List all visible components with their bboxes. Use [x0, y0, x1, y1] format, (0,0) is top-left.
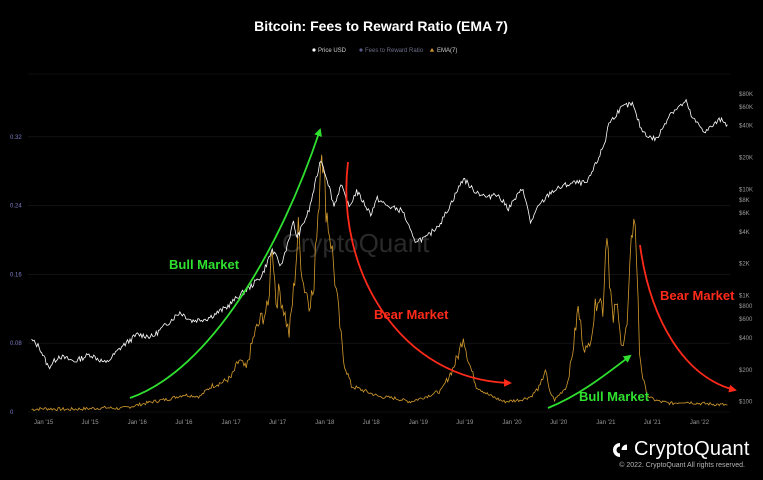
x-tick-label: Jan '22	[690, 420, 710, 426]
y-right-tick-label: $20K	[739, 156, 753, 162]
legend-item-price[interactable]: Price USD	[312, 48, 347, 54]
legend-item-ratio[interactable]: Fees to Reward Ratio	[359, 48, 424, 54]
y-right-tick-label: $600	[739, 317, 753, 323]
y-right-tick-label: $4K	[739, 230, 750, 236]
x-tick-label: Jul '16	[175, 420, 193, 426]
legend-swatch-ema	[429, 48, 435, 52]
x-tick-label: Jan '20	[502, 420, 522, 426]
y-right-tick-label: $60K	[739, 105, 753, 111]
arrow-bear-2	[639, 244, 737, 393]
x-tick-label: Jan '18	[315, 420, 335, 426]
x-tick-label: Jan '17	[222, 420, 242, 426]
annotation-bull-market-2: Bull Market	[579, 389, 650, 404]
y-left-tick-label: 0.24	[10, 204, 22, 210]
annotation-bear-market-1: Bear Market	[374, 307, 449, 322]
cryptoquant-logo-icon	[612, 442, 628, 458]
x-tick-label: Jan '16	[128, 420, 148, 426]
x-tick-label: Jul '18	[363, 420, 381, 426]
legend-label-price: Price USD	[318, 48, 347, 54]
y-right-tick-label: $800	[739, 304, 753, 310]
brand-block: CryptoQuant	[612, 438, 750, 461]
axes: 0 0.08 0.16 0.24 0.32 $100 $200 $400 $600 $800 $1K…	[10, 92, 753, 426]
arrow-bull-1	[129, 128, 322, 399]
chart-title: Bitcoin: Fees to Reward Ratio (EMA 7)	[254, 18, 508, 34]
x-tick-label: Jul '19	[456, 420, 474, 426]
copyright-text: © 2022. CryptoQuant All rights reserved.	[619, 462, 745, 469]
legend-label-ratio: Fees to Reward Ratio	[365, 48, 424, 54]
legend-item-ema[interactable]: EMA(7)	[429, 48, 458, 54]
arrow-bear-1	[345, 161, 512, 387]
x-tick-label: Jul '21	[644, 420, 662, 426]
y-left-tick-label: 0.08	[10, 341, 22, 347]
x-tick-label: Jan '21	[596, 420, 616, 426]
legend: Price USD Fees to Reward Ratio EMA(7)	[312, 48, 457, 54]
x-tick-label: Jan '15	[34, 420, 54, 426]
grid	[28, 73, 730, 413]
x-tick-label: Jul '20	[550, 420, 568, 426]
y-right-tick-label: $8K	[739, 198, 750, 204]
y-left-tick-label: 0.32	[10, 135, 22, 141]
series-line-price	[31, 98, 728, 370]
legend-label-ema: EMA(7)	[437, 48, 457, 54]
y-right-tick-label: $40K	[739, 124, 753, 130]
legend-swatch-ratio	[359, 48, 363, 52]
x-tick-label: Jan '19	[409, 420, 429, 426]
series-line-ema	[31, 154, 728, 412]
annotation-bear-market-2: Bear Market	[660, 288, 735, 303]
y-right-tick-label: $80K	[739, 92, 753, 98]
y-right-tick-label: $400	[739, 336, 753, 342]
x-tick-label: Jul '15	[81, 420, 99, 426]
brand-name: CryptoQuant	[634, 438, 750, 460]
x-tick-label: Jul '17	[269, 420, 287, 426]
legend-swatch-price	[312, 48, 316, 52]
y-right-tick-label: $100	[739, 400, 753, 406]
y-right-tick-label: $10K	[739, 188, 753, 194]
y-right-tick-label: $6K	[739, 211, 750, 217]
y-right-tick-label: $2K	[739, 262, 750, 268]
y-left-tick-label: 0	[10, 410, 14, 416]
y-right-tick-label: $200	[739, 368, 753, 374]
arrow-bull-2	[547, 354, 632, 409]
annotation-bull-market-1: Bull Market	[169, 257, 240, 272]
series	[31, 98, 728, 412]
y-left-tick-label: 0.16	[10, 272, 22, 278]
y-right-tick-label: $1K	[739, 294, 750, 300]
annotations: Bull Market Bear Market Bear Market Bull…	[129, 128, 737, 409]
